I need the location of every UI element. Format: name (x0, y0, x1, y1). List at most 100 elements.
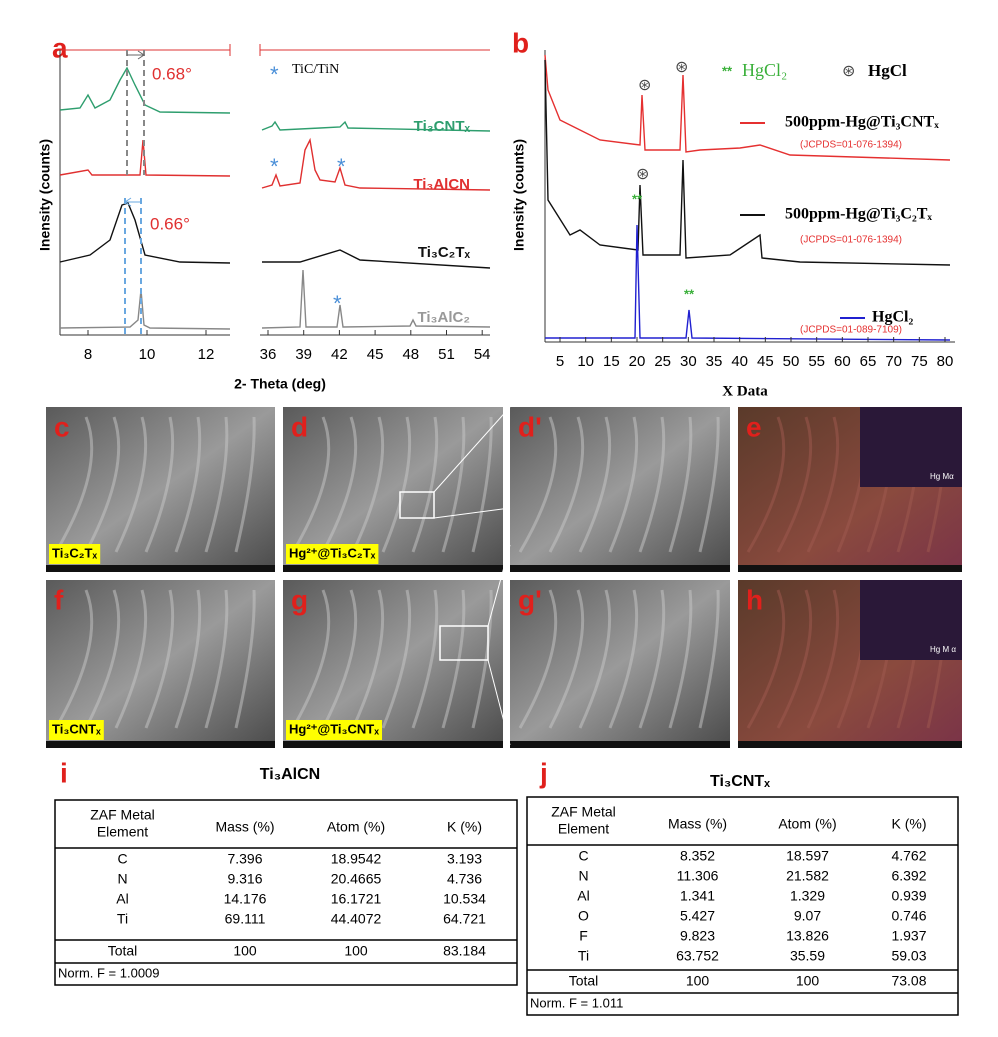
x-tick-label: 75 (911, 353, 928, 370)
texture (291, 416, 331, 553)
table-cell: 7.396 (227, 851, 262, 867)
table-cell: 14.176 (224, 891, 267, 907)
table-cell: N (578, 868, 588, 884)
table-cell: 4.762 (891, 848, 926, 864)
table-cell: Al (577, 888, 589, 904)
table-letter: i (60, 757, 68, 788)
column-header: Atom (%) (327, 819, 385, 835)
texture (776, 589, 813, 729)
svg-text:⊛: ⊛ (675, 59, 688, 76)
zoom-line (487, 544, 511, 627)
texture (548, 416, 585, 553)
y-axis-label: Inensity (counts) (511, 139, 527, 251)
panel-letter: e (746, 411, 762, 442)
table-cell: 9.07 (794, 908, 821, 924)
texture (381, 416, 412, 553)
legend-label: HgCl₂ (742, 60, 787, 80)
texture (234, 589, 256, 729)
x-tick-label: 25 (654, 353, 671, 370)
zoom-line (487, 659, 511, 746)
table-cell: 21.582 (786, 868, 829, 884)
label-bg (286, 544, 379, 564)
x-tick-label: 36 (260, 346, 277, 363)
texture (668, 416, 693, 553)
table-cell: 63.752 (676, 948, 719, 964)
shift-label: 0.68° (152, 64, 192, 83)
panel-letter: d (291, 411, 308, 442)
table-cell: 1.937 (891, 928, 926, 944)
table-cell: 3.193 (447, 851, 482, 867)
texture (548, 589, 585, 729)
zoom-line (433, 507, 511, 519)
zoom-box (399, 491, 435, 519)
texture (746, 416, 786, 553)
scale-bar (283, 565, 503, 572)
reference: (JCPDS=01-089-7109) (800, 325, 902, 336)
x-tick-label: 40 (731, 353, 748, 370)
curve-label: HgCl₂ (872, 309, 913, 326)
table-cell: O (578, 908, 589, 924)
texture (411, 416, 439, 553)
curve-label: Ti₃C₂Tₓ (418, 244, 471, 261)
texture (204, 589, 229, 729)
sample-label: Hg²⁺@Ti₃CNTₓ (289, 721, 379, 736)
inset-label: Hg Mα (930, 472, 954, 481)
micrographs: c Ti₃C₂Tₓ d Hg²⁺@Ti₃C₂Tₓ d' e Hg Mα f Ti₃CNTₓ g Hg… (46, 406, 962, 748)
column-header: Mass (%) (215, 819, 274, 835)
curve-label: Ti₃AlCN (413, 176, 470, 193)
inset-label: Hg M α (930, 645, 956, 654)
table-cell: 1.341 (680, 888, 715, 904)
table-total: 100 (686, 973, 710, 989)
table-cell: 20.4665 (331, 871, 382, 887)
table-letter: j (539, 757, 548, 788)
table-cell: 1.329 (790, 888, 825, 904)
table-cell: 59.03 (891, 948, 926, 964)
table-cell: 18.597 (786, 848, 829, 864)
scale-bar (510, 565, 730, 572)
sample-label: Hg²⁺@Ti₃C₂Tₓ (289, 545, 376, 560)
x-tick-label: 15 (603, 353, 620, 370)
table-total: Total (569, 973, 599, 989)
texture (84, 589, 121, 729)
texture (776, 416, 813, 553)
x-tick-label: 50 (783, 353, 800, 370)
x-tick-label: 8 (84, 346, 92, 363)
table-cell: Al (116, 891, 128, 907)
column-header: Atom (%) (778, 816, 836, 832)
texture (806, 416, 840, 553)
table-cell: F (579, 928, 588, 944)
curve-label: Ti₃AlC₂ (418, 309, 471, 326)
x-tick-label: 54 (474, 346, 491, 363)
table-total: 100 (233, 943, 257, 959)
texture (204, 416, 229, 553)
curve-label: Ti₃CNTₓ (414, 118, 471, 135)
inset (860, 580, 962, 660)
texture (578, 589, 612, 729)
label-bg (49, 720, 104, 740)
table-cell: Ti (117, 911, 128, 927)
scale-bar (738, 565, 962, 572)
texture (698, 589, 720, 729)
panel-letter: d' (518, 411, 542, 442)
zoom-box (439, 625, 489, 661)
x-axis-label: 2- Theta (deg) (234, 376, 326, 392)
table-cell: C (578, 848, 588, 864)
texture (114, 589, 148, 729)
table-cell: 11.306 (677, 868, 719, 884)
texture (381, 589, 412, 729)
texture (144, 416, 175, 553)
table-cell: 6.392 (891, 868, 926, 884)
table-cell: 64.721 (443, 911, 486, 927)
table-cell: 0.746 (891, 908, 926, 924)
table-cell: Ti (578, 948, 589, 964)
table-total: Total (108, 943, 138, 959)
reference: (JCPDS=01-076-1394) (800, 140, 902, 151)
svg-text:**: ** (722, 63, 733, 78)
inset (860, 407, 962, 487)
table-cell: 9.823 (680, 928, 715, 944)
ticks: 8 10 12 36 39 42 45 48 51 54 (84, 330, 491, 363)
panel-letter: g (291, 584, 308, 615)
scale-bar (46, 565, 275, 572)
panel-letter: g' (518, 584, 542, 615)
texture (174, 589, 202, 729)
